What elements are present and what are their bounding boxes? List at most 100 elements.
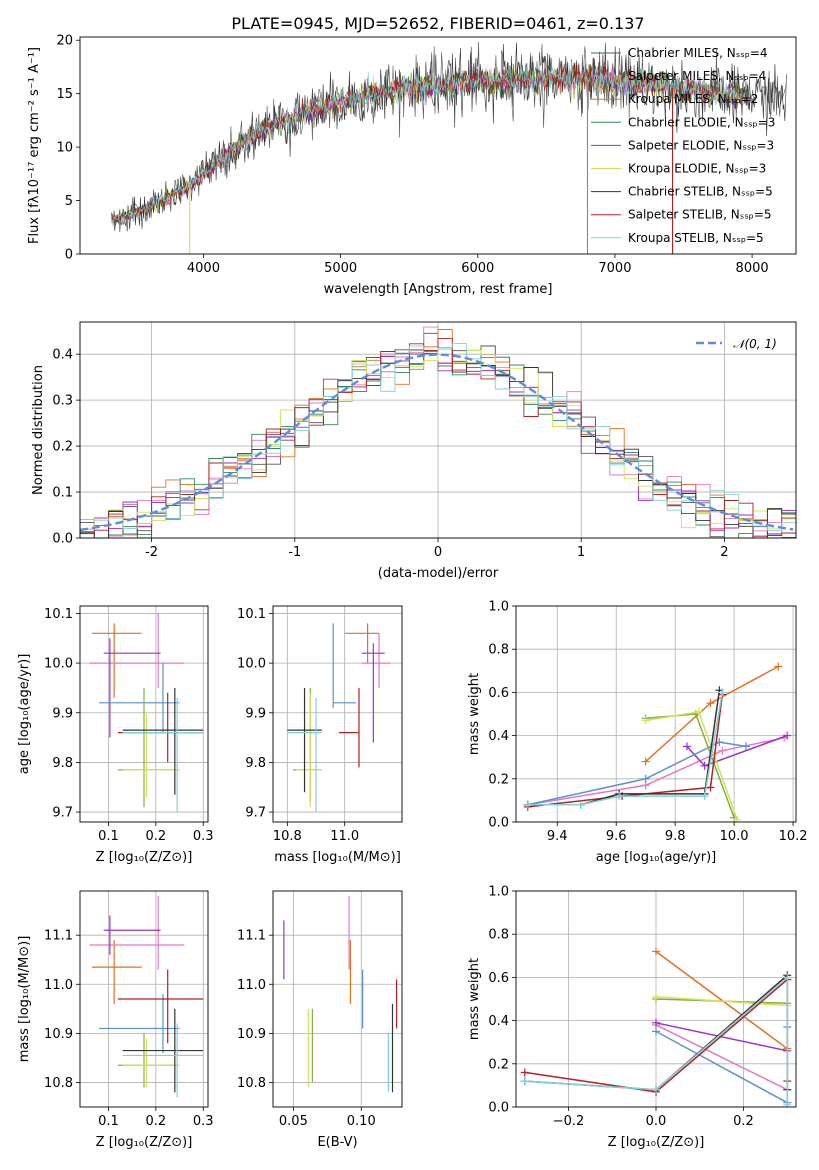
legend: 𝒩(0, 1)	[696, 337, 777, 351]
weight-series-8	[524, 975, 789, 1105]
chart-spectrum: 4000 5000 6000 7000 8000 0 5 10 15 20 wavelength […	[27, 14, 797, 297]
plot-area	[80, 326, 796, 538]
x-tick-label: 9.4	[547, 829, 568, 844]
x-tick-label: 0.1	[98, 829, 119, 844]
x-tick-label: −0.2	[553, 1114, 585, 1129]
chart-residuals: -2 -1 0 1 2 0.0 0.1 0.2 0.3 0.4 (data-model)/error…	[31, 321, 797, 581]
y-tick-label: 10.9	[44, 1027, 73, 1042]
x-tick-label: 6000	[461, 261, 494, 276]
x-tick-label: 4000	[187, 261, 220, 276]
weight-series-0	[655, 950, 788, 1050]
x-tick-label: 0.10	[347, 1114, 376, 1129]
plot-area	[523, 662, 792, 822]
y-axis-label: Normed distribution	[31, 365, 46, 495]
y-tick-label: 0.4	[488, 1014, 509, 1029]
weight-series-2	[655, 1022, 788, 1052]
y-tick-label: 5	[65, 194, 73, 209]
y-axis-label: mass [log₁₀(M/M⊙)]	[17, 936, 32, 1063]
plot-area	[520, 947, 792, 1107]
weight-series-5	[645, 710, 738, 821]
plot-frame	[79, 321, 797, 539]
y-tick-label: 10.8	[44, 1076, 73, 1091]
legend-entry: Chabrier MILES, Nₛₛₚ=4	[628, 46, 768, 60]
x-tick-label: 10.2	[779, 829, 808, 844]
x-tick-label: 10.0	[720, 829, 749, 844]
x-axis-label: (data-model)/error	[378, 566, 499, 581]
chart-weight-vs-Z: −0.2 0.0 0.2 0.0 0.2 0.4 0.6 0.8 1.0 Z [log₁₀(Z/Z…	[467, 885, 797, 1150]
y-tick-label: 11.0	[237, 978, 266, 993]
plot-area	[283, 895, 398, 1093]
weight-series-3	[655, 1027, 789, 1104]
y-tick-label: 11.1	[237, 929, 266, 944]
x-tick-label: 0	[434, 545, 442, 560]
weight-series-7	[527, 690, 721, 806]
y-tick-label: 11.0	[44, 978, 73, 993]
legend-entry: Kroupa MILES, Nₛₛₚ=2	[628, 92, 758, 106]
plot-frame	[79, 36, 797, 255]
weight-series-3	[527, 741, 747, 806]
x-tick-label: 11.0	[330, 829, 359, 844]
y-tick-label: 10.0	[44, 657, 73, 672]
legend-entry: Kroupa ELODIE, Nₛₛₚ=3	[628, 162, 766, 176]
plot-area	[287, 623, 391, 813]
y-tick-label: 0.8	[488, 643, 509, 658]
x-tick-label: 7000	[598, 261, 631, 276]
legend: Chabrier MILES, Nₛₛₚ=4 Salpeter MILES, Nₛ…	[591, 46, 775, 245]
legend-entry: Chabrier STELIB, Nₛₛₚ=5	[628, 185, 773, 199]
y-tick-label: 10.8	[237, 1076, 266, 1091]
y-tick-label: 0.6	[488, 971, 509, 986]
weight-series-6	[527, 694, 724, 808]
y-tick-label: 9.7	[52, 806, 73, 821]
y-tick-label: 0.2	[52, 440, 73, 455]
y-tick-label: 0.1	[52, 486, 73, 501]
x-tick-label: 9.8	[665, 829, 686, 844]
y-tick-label: 10.1	[44, 607, 73, 622]
legend-entry: 𝒩(0, 1)	[733, 337, 777, 351]
x-tick-label: -2	[145, 545, 158, 560]
plot-area	[89, 895, 204, 1098]
y-tick-label: 9.7	[245, 806, 266, 821]
plot-frame	[79, 890, 209, 1108]
y-tick-label: 9.8	[245, 756, 266, 771]
y-tick-label: 1.0	[488, 885, 509, 900]
chart-mass-vs-ebv: 0.05 0.10 10.8 10.9 11.0 11.1 E(B-V)	[237, 890, 403, 1150]
y-tick-label: 9.9	[52, 706, 73, 721]
plot-area	[89, 613, 204, 813]
spectrum-series-8	[111, 61, 746, 227]
x-tick-label: 0.3	[193, 829, 214, 844]
y-tick-label: 10.9	[237, 1027, 266, 1042]
x-axis-label: wavelength [Angstrom, rest frame]	[324, 282, 553, 297]
x-tick-label: 10.8	[273, 829, 302, 844]
x-axis-label: age [log₁₀(age/yr)]	[596, 850, 717, 865]
legend-entry: Salpeter MILES, Nₛₛₚ=4	[628, 69, 766, 83]
x-tick-label: 5000	[324, 261, 357, 276]
x-axis-label: Z [log₁₀(Z/Z⊙)]	[608, 1135, 705, 1150]
x-tick-label: -1	[288, 545, 301, 560]
chart-mass-vs-Z: 0.1 0.2 0.3 10.8 10.9 11.0 11.1 Z [log₁₀(Z/Z⊙)]…	[17, 890, 214, 1150]
plot-frame	[515, 890, 797, 1108]
y-tick-label: 10	[56, 141, 73, 156]
y-tick-label: 10.0	[237, 657, 266, 672]
y-tick-label: 20	[56, 34, 73, 49]
legend-entry: Salpeter STELIB, Nₛₛₚ=5	[628, 208, 772, 222]
weight-series-1	[655, 1024, 788, 1091]
x-axis-label: mass [log₁₀(M/M⊙)]	[274, 850, 401, 865]
y-tick-label: 0.0	[52, 532, 73, 547]
y-tick-label: 0.2	[488, 772, 509, 787]
x-tick-label: 0.2	[146, 1114, 167, 1129]
x-tick-label: 0.1	[98, 1114, 119, 1129]
y-tick-label: 15	[56, 87, 73, 102]
x-tick-label: 0.3	[193, 1114, 214, 1129]
y-tick-label: 1.0	[488, 600, 509, 615]
y-tick-label: 0.4	[488, 729, 509, 744]
x-tick-label: 1	[577, 545, 585, 560]
x-tick-label: 0.2	[733, 1114, 754, 1129]
chart-title: PLATE=0945, MJD=52652, FIBERID=0461, z=0…	[231, 14, 644, 33]
histogram-series-8	[80, 342, 796, 538]
y-tick-label: 0.3	[52, 394, 73, 409]
y-tick-label: 11.1	[44, 929, 73, 944]
x-tick-label: 0.05	[279, 1114, 308, 1129]
legend-entry: Chabrier ELODIE, Nₛₛₚ=3	[628, 115, 775, 129]
plot-area	[111, 41, 787, 254]
